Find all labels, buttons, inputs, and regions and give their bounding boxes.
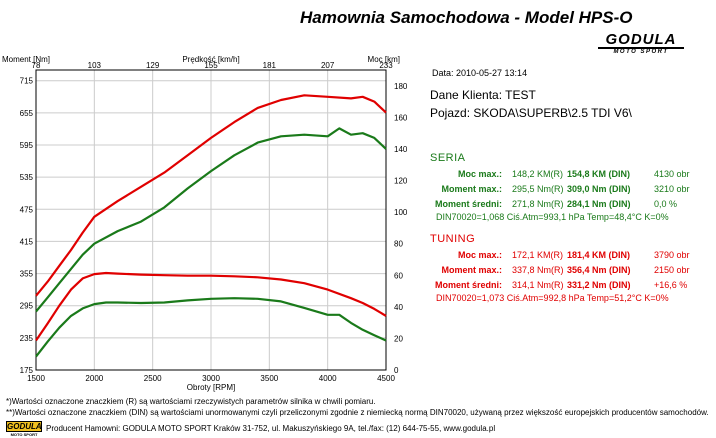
right-tick-label: 0 bbox=[394, 366, 399, 375]
right-tick-label: 40 bbox=[394, 303, 403, 312]
seria-row-real-value: 271,8 Nm(R) bbox=[512, 199, 564, 209]
client-info: Dane Klienta: TEST bbox=[430, 88, 536, 102]
x-tick-label: 2000 bbox=[85, 374, 103, 383]
brand-logo: GODULA MOTO SPORT bbox=[598, 32, 684, 55]
seria-row-real-value: 295,5 Nm(R) bbox=[512, 184, 564, 194]
right-tick-label: 180 bbox=[394, 82, 408, 91]
top-tick-label: 103 bbox=[88, 61, 102, 70]
seria-row-din-value: 309,0 Nm (DIN) bbox=[567, 184, 631, 194]
seria-conditions: DIN70020=1,068 Ciś.Atm=993,1 hPa Temp=48… bbox=[436, 212, 669, 222]
seria-heading: SERIA bbox=[430, 152, 466, 164]
x-tick-label: 3500 bbox=[260, 374, 278, 383]
left-tick-label: 715 bbox=[20, 77, 34, 86]
tuning-conditions: DIN70020=1,073 Ciś.Atm=992,8 hPa Temp=51… bbox=[436, 293, 669, 303]
right-tick-label: 60 bbox=[394, 271, 403, 280]
top-tick-label: 78 bbox=[32, 61, 41, 70]
left-tick-label: 355 bbox=[20, 270, 34, 279]
tuning-row-extra: +16,6 % bbox=[654, 280, 687, 290]
tuning-row-label: Moment max.: bbox=[424, 265, 502, 275]
x-tick-label: 2500 bbox=[144, 374, 162, 383]
footer-logo-subtext: MOTO SPORT bbox=[6, 432, 42, 437]
top-tick-label: 181 bbox=[263, 61, 277, 70]
left-tick-label: 595 bbox=[20, 141, 34, 150]
seria-row-din-value: 284,1 Nm (DIN) bbox=[567, 199, 631, 209]
top-tick-label: 129 bbox=[146, 61, 160, 70]
seria-row-label: Moc max.: bbox=[424, 169, 502, 179]
right-tick-label: 100 bbox=[394, 208, 408, 217]
tuning-row-din-value: 181,4 KM (DIN) bbox=[567, 250, 630, 260]
left-tick-label: 535 bbox=[20, 173, 34, 182]
top-tick-label: 155 bbox=[204, 61, 218, 70]
dyno-chart: Moment [Nm] Prędkość [km/h] Moc [km] Obr… bbox=[0, 50, 425, 395]
seria-row-extra: 4130 obr bbox=[654, 169, 690, 179]
footer-logo-text: GODULA bbox=[6, 421, 42, 432]
right-tick-label: 140 bbox=[394, 145, 408, 154]
top-tick-label: 233 bbox=[379, 61, 393, 70]
tuning-heading: TUNING bbox=[430, 233, 475, 245]
producer-info: Producent Hamowni: GODULA MOTO SPORT Kra… bbox=[46, 424, 495, 433]
chart-grid bbox=[36, 70, 386, 370]
seria-row-extra: 0,0 % bbox=[654, 199, 677, 209]
seria-row-label: Moment max.: bbox=[424, 184, 502, 194]
tuning-row-din-value: 331,2 Nm (DIN) bbox=[567, 280, 631, 290]
footer-logo: GODULA MOTO SPORT bbox=[6, 421, 42, 437]
tuning-row-extra: 3790 obr bbox=[654, 250, 690, 260]
seria-row-extra: 3210 obr bbox=[654, 184, 690, 194]
left-tick-label: 175 bbox=[20, 366, 34, 375]
vehicle-info: Pojazd: SKODA\SUPERB\2.5 TDI V6\ bbox=[430, 106, 632, 120]
tuning-row-extra: 2150 obr bbox=[654, 265, 690, 275]
left-tick-label: 475 bbox=[20, 205, 34, 214]
right-tick-label: 120 bbox=[394, 177, 408, 186]
seria-row-din-value: 154,8 KM (DIN) bbox=[567, 169, 630, 179]
left-tick-label: 415 bbox=[20, 237, 34, 246]
tuning-row-din-value: 356,4 Nm (DIN) bbox=[567, 265, 631, 275]
tuning-row-label: Moment średni: bbox=[424, 280, 502, 290]
tuning-row-real-value: 337,8 Nm(R) bbox=[512, 265, 564, 275]
tuning-row-real-value: 314,1 Nm(R) bbox=[512, 280, 564, 290]
right-tick-label: 20 bbox=[394, 334, 403, 343]
brand-logo-subtext: MOTO SPORT bbox=[598, 49, 684, 55]
left-tick-label: 295 bbox=[20, 302, 34, 311]
top-tick-label: 207 bbox=[321, 61, 335, 70]
note-din: **)Wartości oznaczone znaczkiem (DIN) są… bbox=[6, 408, 709, 417]
tuning-row-label: Moc max.: bbox=[424, 250, 502, 260]
x-tick-label: 3000 bbox=[202, 374, 220, 383]
left-tick-label: 655 bbox=[20, 109, 34, 118]
brand-logo-text: GODULA bbox=[598, 32, 684, 49]
right-tick-label: 80 bbox=[394, 240, 403, 249]
left-axis-label: Moment [Nm] bbox=[2, 55, 50, 64]
page-title: Hamownia Samochodowa - Model HPS-O bbox=[300, 8, 632, 28]
x-tick-label: 4000 bbox=[319, 374, 337, 383]
axis-ticks: 1500 2000 2500 3000 3500 4000 4500 78 103 129 155 1… bbox=[20, 61, 408, 383]
right-tick-label: 160 bbox=[394, 113, 408, 122]
note-r: *)Wartości oznaczone znaczkiem (R) są wa… bbox=[6, 397, 376, 406]
x-tick-label: 4500 bbox=[377, 374, 395, 383]
measurement-date: Data: 2010-05-27 13:14 bbox=[432, 68, 527, 78]
left-tick-label: 235 bbox=[20, 334, 34, 343]
x-axis-label: Obroty [RPM] bbox=[187, 383, 235, 392]
tuning-row-real-value: 172,1 KM(R) bbox=[512, 250, 563, 260]
seria-row-label: Moment średni: bbox=[424, 199, 502, 209]
x-tick-label: 1500 bbox=[27, 374, 45, 383]
seria-row-real-value: 148,2 KM(R) bbox=[512, 169, 563, 179]
